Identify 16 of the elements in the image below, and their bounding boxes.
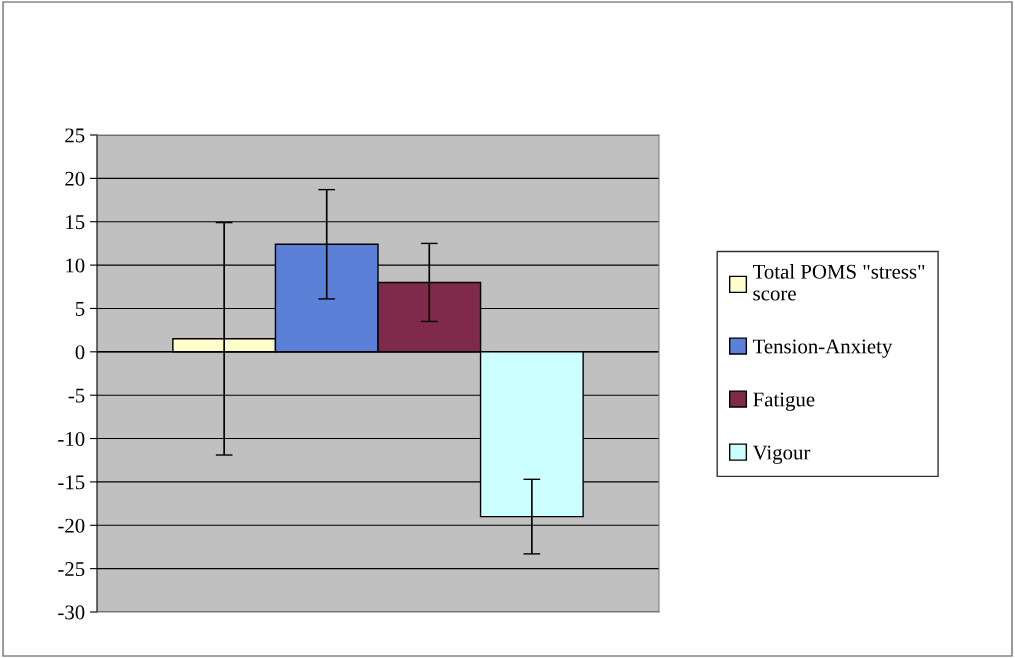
y-tick-label: -10 — [58, 431, 85, 446]
legend-label: Tension-Anxiety — [752, 339, 893, 358]
y-tick-label: -15 — [58, 475, 85, 490]
y-tick-label: 20 — [65, 171, 85, 186]
y-tick-label: 5 — [75, 302, 85, 316]
y-tick-label: -25 — [58, 562, 85, 577]
y-tick-label: 0 — [75, 345, 85, 360]
y-tick-label: 25 — [65, 128, 85, 143]
legend-label: Total POMS "stress" score — [752, 264, 925, 301]
legend-label: Fatigue — [753, 392, 815, 411]
y-tick-label: -20 — [58, 518, 85, 533]
y-tick-label: 15 — [66, 215, 85, 230]
y-tick-label: 10 — [66, 258, 85, 273]
legend-label: Vigour — [752, 445, 811, 464]
y-tick-label: -5 — [68, 388, 85, 403]
y-tick-label: -30 — [58, 605, 85, 620]
